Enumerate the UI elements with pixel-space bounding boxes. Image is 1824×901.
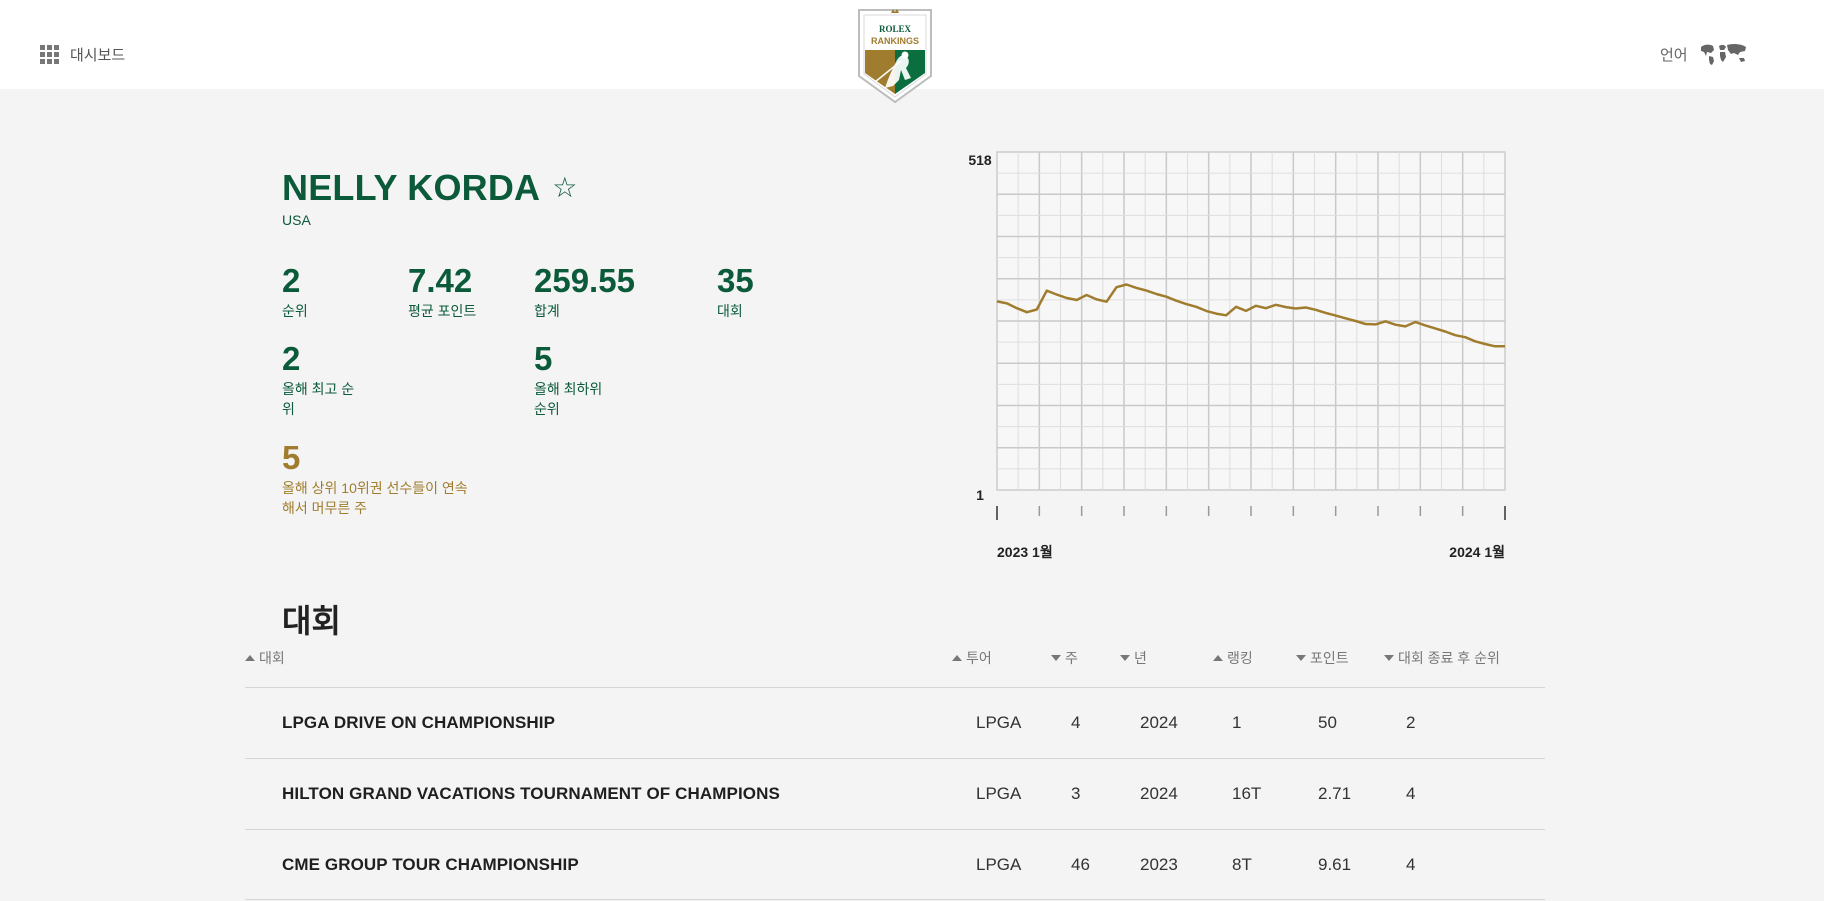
table-cell: 8T	[1232, 855, 1252, 874]
chart-x-ticks	[996, 506, 1506, 520]
events-section-title: 대회	[282, 603, 341, 639]
stat-worst-rank: 5 올해 최하위 순위	[534, 342, 602, 419]
logo-wordmark: RANKINGS	[871, 36, 919, 46]
stat-top10-weeks-label-line1: 올해 상위 10위권 선수들이 연속	[282, 480, 468, 496]
player-name-row: NELLY KORDA ☆	[282, 170, 578, 206]
column-header-5[interactable]: 포인트	[1296, 648, 1349, 668]
sort-down-icon	[1296, 655, 1306, 661]
chart-x-start-label: 2023 1월	[997, 544, 1053, 560]
stat-average-points-label: 평균 포인트	[408, 303, 477, 319]
stat-rank-value: 2	[282, 262, 301, 299]
column-header-label: 년	[1134, 650, 1147, 666]
stat-average-points-value: 7.42	[408, 262, 473, 299]
table-cell: 4	[1406, 784, 1416, 803]
player-header: NELLY KORDA ☆ USA	[282, 170, 578, 229]
table-cell: LPGA	[976, 855, 1022, 874]
language-selector[interactable]: 언어	[1660, 42, 1748, 66]
table-cell: 2023	[1140, 855, 1178, 874]
player-country: USA	[282, 212, 311, 228]
player-name: NELLY KORDA	[282, 167, 541, 208]
column-header-label: 랭킹	[1227, 650, 1253, 666]
table-cell: 2.71	[1318, 784, 1352, 803]
stat-total-value: 259.55	[534, 262, 635, 299]
column-header-2[interactable]: 주	[1051, 648, 1078, 668]
column-header-4[interactable]: 랭킹	[1213, 648, 1253, 668]
table-row[interactable]: HILTON GRAND VACATIONS TOURNAMENT OF CHA…	[245, 758, 1545, 829]
chart-grid	[997, 152, 1505, 490]
table-cell: 9.61	[1318, 855, 1352, 874]
sort-down-icon	[1384, 655, 1394, 661]
column-header-label: 주	[1065, 650, 1078, 666]
column-header-label: 대회	[259, 650, 285, 666]
sort-up-icon	[952, 655, 962, 661]
dashboard-link[interactable]: 대시보드	[40, 44, 125, 65]
table-cell: 50	[1318, 713, 1337, 732]
table-cell: 2	[1406, 713, 1416, 732]
favorite-star-icon[interactable]: ☆	[552, 172, 578, 203]
column-header-6[interactable]: 대회 종료 후 순위	[1384, 648, 1500, 668]
language-label: 언어	[1660, 46, 1688, 64]
event-name-cell: HILTON GRAND VACATIONS TOURNAMENT OF CHA…	[282, 784, 780, 803]
stat-worst-rank-value: 5	[534, 340, 553, 377]
table-cell: 3	[1071, 784, 1081, 803]
table-cell: 2024	[1140, 713, 1178, 732]
table-row[interactable]: CME GROUP TOUR CHAMPIONSHIP LPGA 46 2023 8T 9…	[245, 829, 1545, 900]
stat-events-label: 대회	[717, 303, 743, 319]
table-cell: 46	[1071, 855, 1090, 874]
stat-events: 35 대회	[717, 264, 754, 321]
stat-worst-rank-label-line2: 순위	[534, 401, 560, 417]
sort-down-icon	[1051, 655, 1061, 661]
world-map-icon	[1700, 43, 1746, 65]
event-name-cell: CME GROUP TOUR CHAMPIONSHIP	[282, 855, 579, 874]
column-header-label: 투어	[966, 650, 992, 666]
chart-x-end-label: 2024 1월	[1449, 544, 1505, 560]
table-row[interactable]: LPGA DRIVE ON CHAMPIONSHIP LPGA 4 2024 1 50 2	[245, 687, 1545, 758]
table-cell: LPGA	[976, 784, 1022, 803]
column-header-label: 포인트	[1310, 650, 1349, 666]
column-header-3[interactable]: 년	[1120, 648, 1147, 668]
chart-y-bottom-label: 1	[976, 487, 984, 503]
stat-rank-label: 순위	[282, 303, 308, 319]
rolex-rankings-logo[interactable]: ROLEX RANKINGS	[855, 6, 935, 106]
chart-series-line	[996, 283, 1505, 348]
stat-rank: 2 순위	[282, 264, 308, 321]
stat-top10-weeks: 5 올해 상위 10위권 선수들이 연속 해서 머무른 주	[282, 441, 468, 518]
logo-crest-text: ROLEX	[879, 24, 912, 34]
stat-total: 259.55 합계	[534, 264, 635, 321]
stat-best-rank-value: 2	[282, 340, 301, 377]
stat-best-rank-label: 올해 최고 순 위	[282, 379, 354, 419]
column-header-label: 대회 종료 후 순위	[1398, 650, 1500, 666]
stat-best-rank-label-line2: 위	[282, 401, 295, 417]
events-table-header: 대회 투어 주 년 랭킹 포인트 대회 종료 후 순위	[245, 648, 1545, 688]
table-cell: 16T	[1232, 784, 1262, 803]
sort-down-icon	[1120, 655, 1130, 661]
stat-average-points: 7.42 평균 포인트	[408, 264, 476, 321]
table-cell: 4	[1406, 855, 1416, 874]
stat-top10-weeks-label: 올해 상위 10위권 선수들이 연속 해서 머무른 주	[282, 478, 468, 518]
table-cell: 4	[1071, 713, 1081, 732]
stat-top10-weeks-label-line2: 해서 머무른 주	[282, 500, 368, 516]
ranking-history-chart: 518 1 2023 1월 2024 1월	[950, 148, 1520, 568]
column-header-1[interactable]: 투어	[952, 648, 992, 668]
events-table-body: LPGA DRIVE ON CHAMPIONSHIP LPGA 4 2024 1 50 2 H…	[245, 687, 1545, 900]
sort-up-icon	[245, 655, 255, 661]
grid-icon	[40, 44, 60, 65]
stat-top10-weeks-value: 5	[282, 439, 301, 476]
event-name-cell: LPGA DRIVE ON CHAMPIONSHIP	[282, 713, 556, 732]
chart-y-top-label: 518	[968, 152, 992, 168]
table-cell: 1	[1232, 713, 1242, 732]
column-header-0[interactable]: 대회	[245, 648, 285, 668]
sort-up-icon	[1213, 655, 1223, 661]
stat-events-value: 35	[717, 262, 754, 299]
dashboard-label: 대시보드	[70, 47, 126, 64]
stat-total-label: 합계	[534, 303, 560, 319]
stat-worst-rank-label-line1: 올해 최하위	[534, 381, 603, 397]
stat-worst-rank-label: 올해 최하위 순위	[534, 379, 602, 419]
stat-best-rank-label-line1: 올해 최고 순	[282, 381, 355, 397]
stat-best-rank: 2 올해 최고 순 위	[282, 342, 354, 419]
table-cell: 2024	[1140, 784, 1178, 803]
ranking-history-svg: 518 1 2023 1월 2024 1월	[968, 151, 1506, 560]
table-cell: LPGA	[976, 713, 1022, 732]
